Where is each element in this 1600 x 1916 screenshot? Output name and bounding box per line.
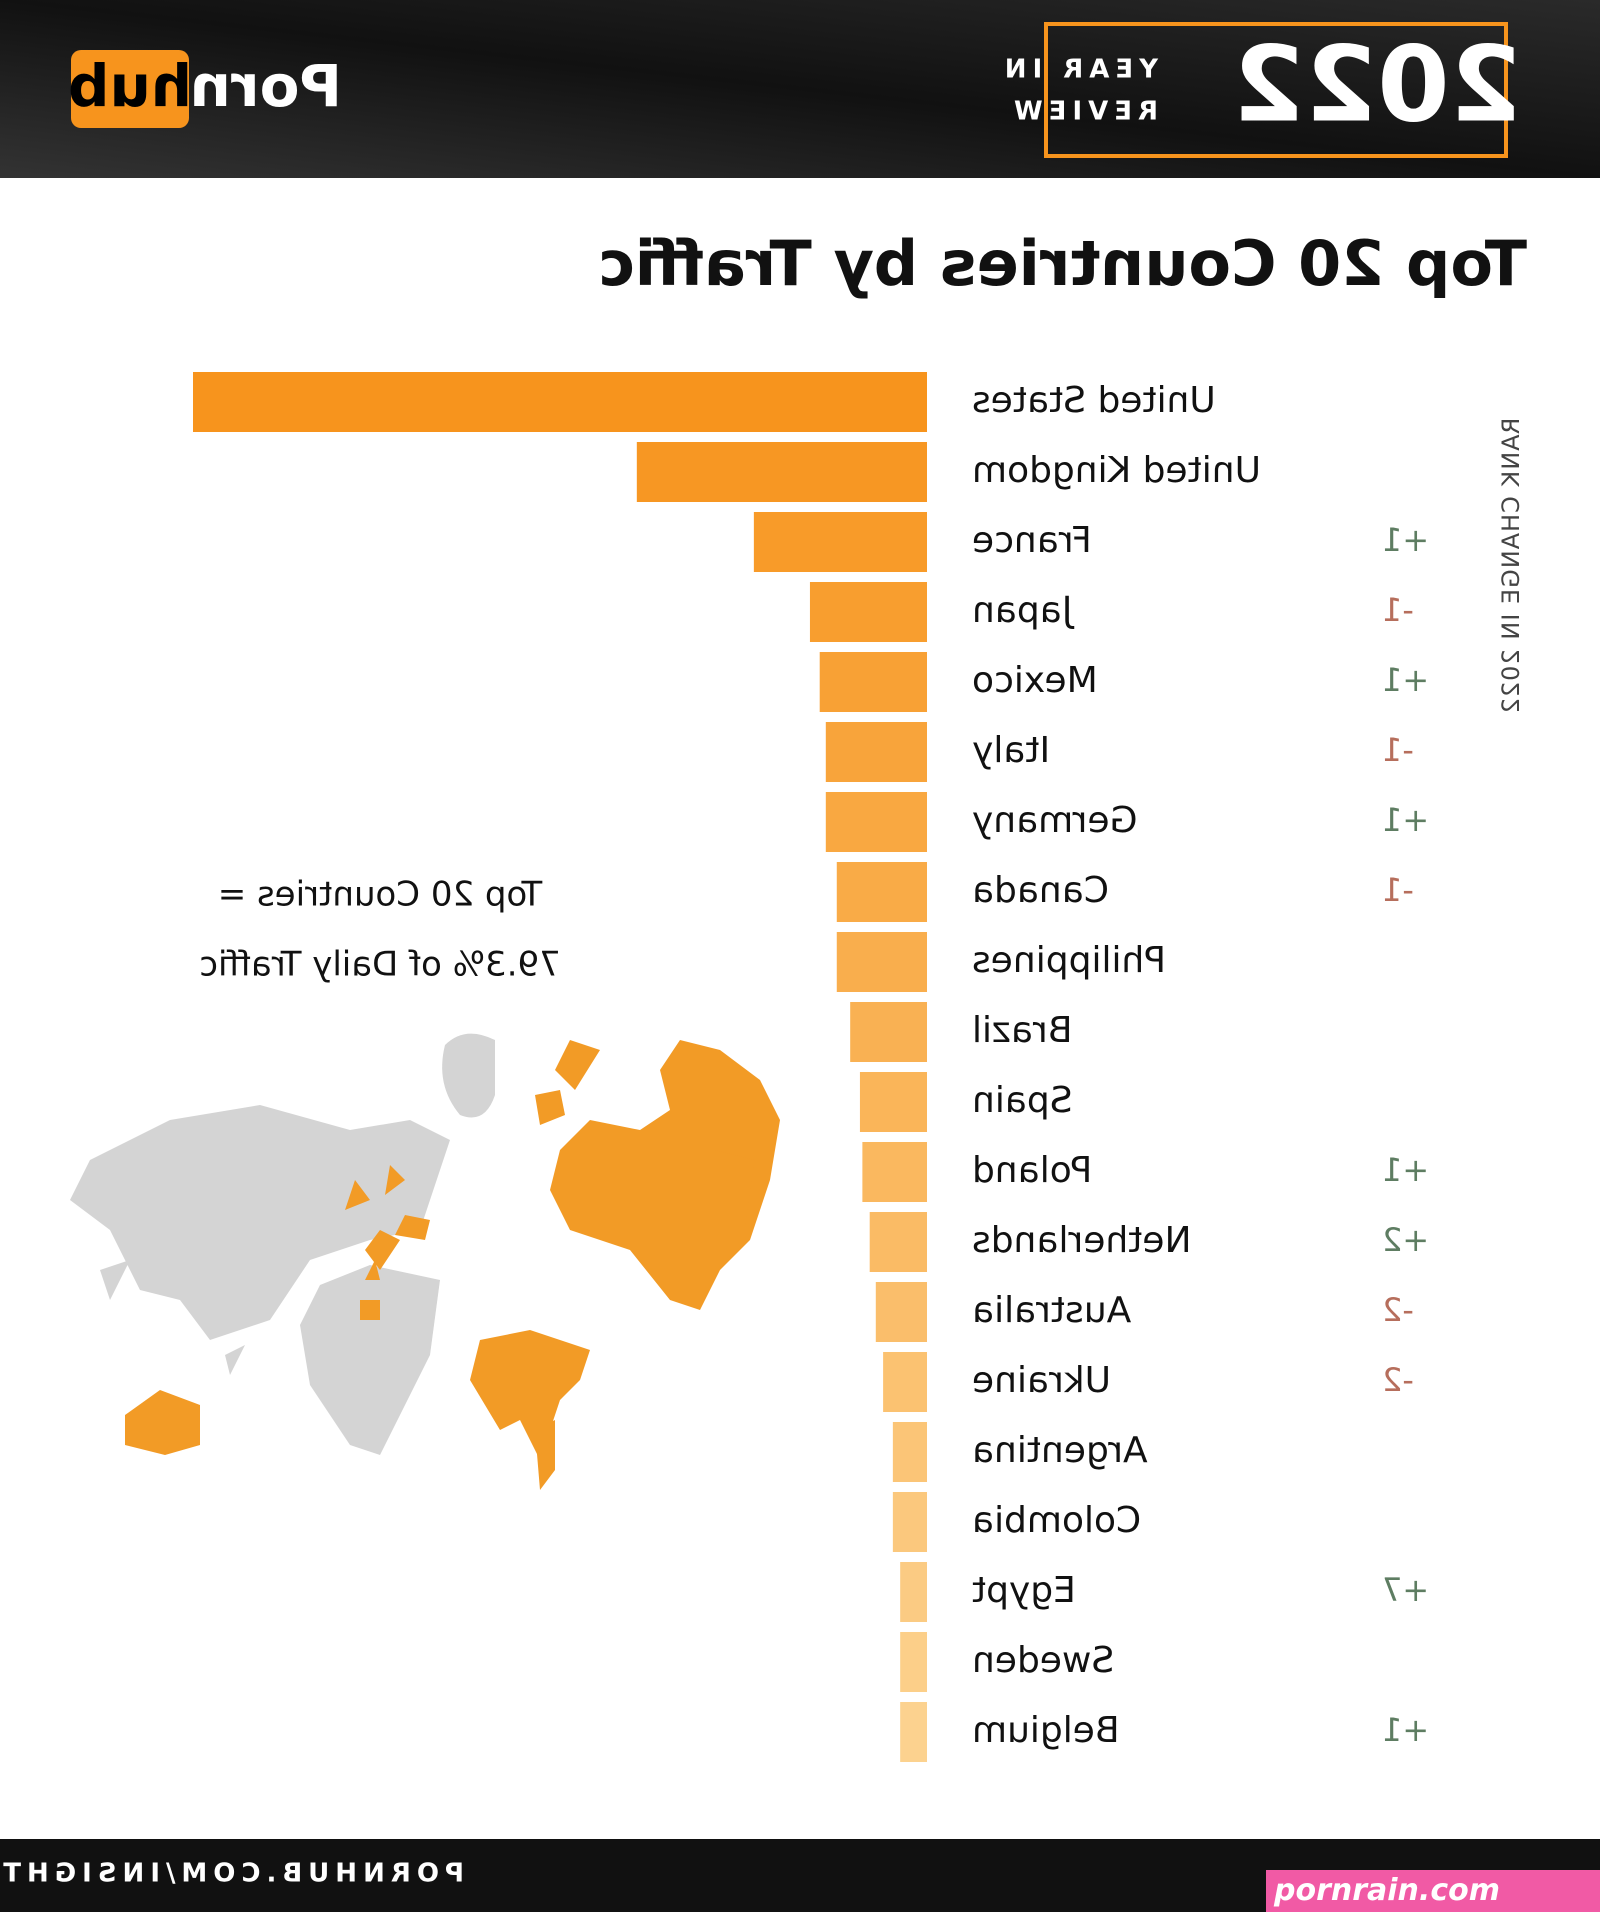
category-label: Colombia: [972, 1500, 1141, 1541]
bar: [825, 722, 927, 782]
category-label: Italy: [972, 730, 1050, 771]
world-map: [70, 1033, 780, 1490]
badge-frame: [1044, 22, 1508, 158]
category-label: Mexico: [972, 660, 1098, 701]
logo-box: [71, 50, 189, 128]
annotation: Top 20 Countries =: [218, 875, 544, 915]
rank-change: +1: [1382, 801, 1429, 839]
bar: [892, 1422, 927, 1482]
category-label: Philippines: [972, 940, 1166, 981]
logo-left: Porn: [190, 52, 342, 120]
category-label: Canada: [972, 870, 1109, 911]
bar: [836, 932, 927, 992]
bar: [900, 1632, 927, 1692]
bar: [636, 442, 927, 502]
category-label: United Kingdom: [972, 450, 1261, 491]
bar: [836, 862, 927, 922]
bar: [753, 512, 927, 572]
bar: [825, 792, 927, 852]
watermark: pornrain.com: [1266, 1870, 1600, 1912]
bar: [875, 1282, 927, 1342]
bar: [819, 652, 927, 712]
category-label: Ukraine: [972, 1360, 1111, 1401]
bar: [859, 1072, 927, 1132]
category-label: Spain: [972, 1080, 1073, 1121]
rank-change: +1: [1382, 661, 1429, 699]
category-label: Japan: [972, 590, 1074, 631]
badge-year: 2022: [1233, 23, 1522, 145]
rank-change: +2: [1382, 1221, 1429, 1259]
rank-change: -1: [1382, 871, 1414, 909]
rank-change: -2: [1382, 1361, 1414, 1399]
category-label: Sweden: [972, 1640, 1114, 1681]
logo-right: hub: [68, 52, 192, 120]
category-label: United States: [972, 380, 1216, 421]
rank-change: +7: [1382, 1571, 1429, 1609]
rank-change: -1: [1382, 731, 1414, 769]
bar: [892, 1492, 927, 1552]
category-label: Belgium: [972, 1710, 1120, 1751]
badge-line1: YEAR IN: [999, 55, 1159, 85]
category-label: Australia: [972, 1290, 1131, 1331]
bar: [900, 1562, 927, 1622]
category-label: Germany: [972, 800, 1137, 841]
category-label: Netherlands: [972, 1220, 1191, 1261]
bar: [862, 1142, 927, 1202]
category-label: France: [972, 520, 1092, 561]
category-label: Egypt: [972, 1570, 1076, 1611]
rank-change: +1: [1382, 1711, 1429, 1749]
chart-title: Top 20 Countries by Traffic: [598, 227, 1527, 300]
header-band: [0, 0, 1600, 178]
rank-change: -1: [1382, 591, 1414, 629]
badge-line2: REVIEW: [1008, 97, 1158, 127]
bar: [193, 372, 927, 432]
category-label: Poland: [972, 1150, 1092, 1191]
annotation: 79.3% of Daily Traffic: [199, 945, 560, 985]
bar: [900, 1702, 927, 1762]
category-label: Brazil: [972, 1010, 1072, 1051]
rank-change: -2: [1382, 1291, 1414, 1329]
rank-change-label: RANK CHANGE IN 2022: [1497, 418, 1525, 715]
footer-url: PORNHUB.COM/INSIGHTS: [0, 1859, 464, 1889]
rank-change: +1: [1382, 521, 1429, 559]
bar: [869, 1212, 927, 1272]
category-label: Argentina: [972, 1430, 1148, 1471]
bar: [883, 1352, 927, 1412]
bar: [809, 582, 927, 642]
bar: [850, 1002, 927, 1062]
rank-change: +1: [1382, 1151, 1429, 1189]
